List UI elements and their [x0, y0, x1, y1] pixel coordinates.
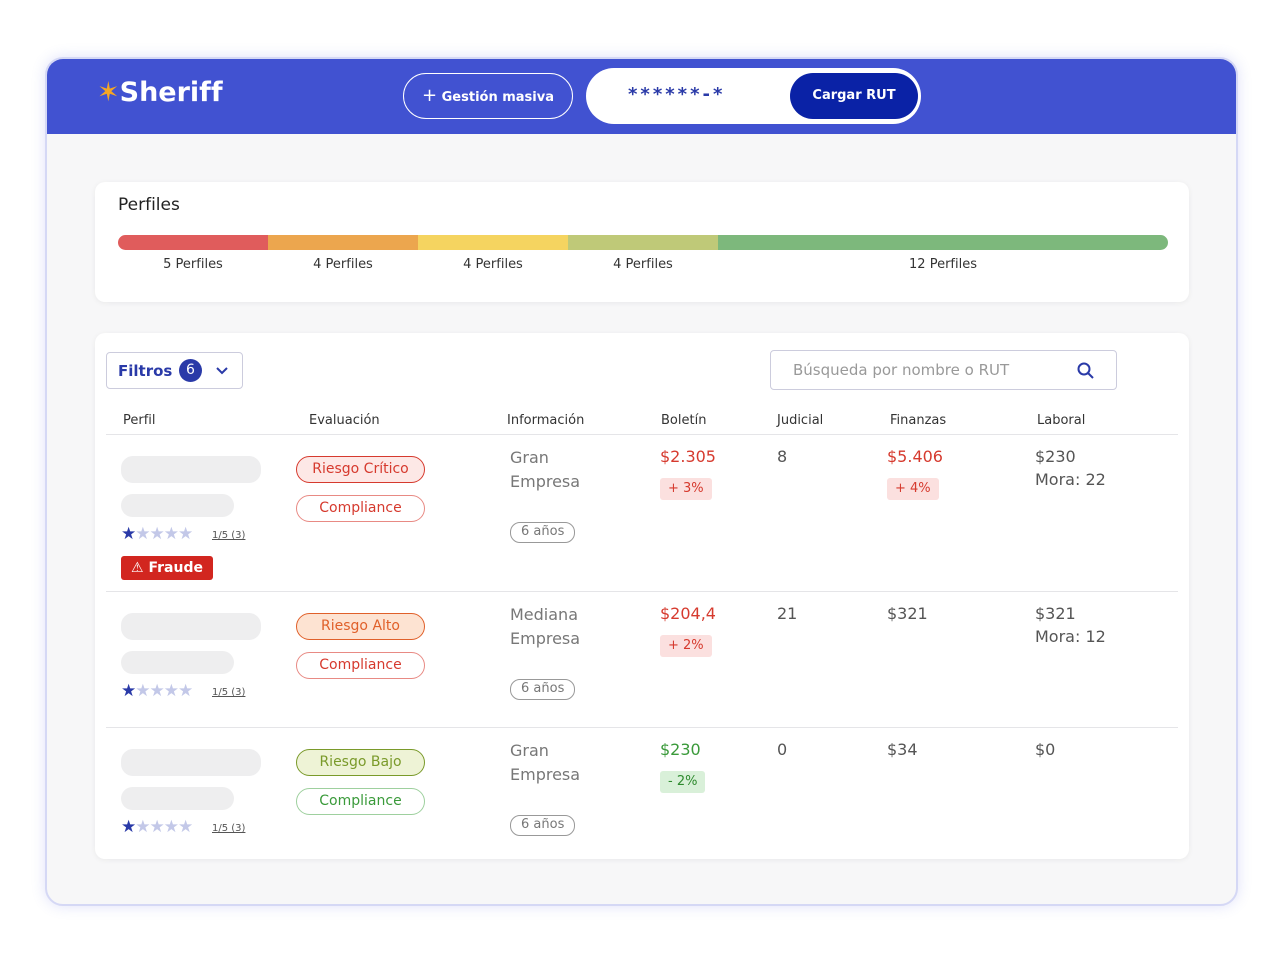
bulk-button-label: Gestión masiva [441, 90, 554, 105]
row-divider [106, 591, 1178, 592]
app-window: ✶Sheriff + Gestión masiva ******-* Carga… [45, 57, 1238, 906]
age-badge: 6 años [510, 815, 576, 836]
filters-count: 6 [179, 359, 202, 382]
boletin-value: $230 [660, 740, 701, 759]
profiles-title: Perfiles [118, 195, 180, 215]
profiles-labels: 5 Perfiles 4 Perfiles 4 Perfiles 4 Perfiles… [118, 257, 1168, 277]
bar-label: 5 Perfiles [163, 257, 223, 272]
compliance-badge: Compliance [296, 652, 425, 679]
chevron [216, 367, 228, 375]
fraud-label: Fraude [148, 560, 203, 576]
table-card: Filtros 6 Búsqueda por nombre o RUT Perf… [95, 333, 1189, 859]
boletin-change: - 2% [660, 771, 706, 793]
row-divider [106, 727, 1178, 728]
bar-label: 4 Perfiles [313, 257, 373, 272]
compliance-badge: Compliance [296, 788, 425, 815]
company-size: Gran Empresa [510, 741, 581, 784]
judicial-value: 21 [777, 604, 798, 623]
boletin-value: $2.305 [660, 447, 716, 466]
load-button[interactable]: Cargar RUT [790, 73, 918, 119]
rating-label: 1/5 (3) [212, 823, 246, 834]
rating-label: 1/5 (3) [212, 687, 246, 698]
fraud-badge: ⚠ Fraude [121, 556, 213, 580]
column-header: Perfil [123, 413, 156, 428]
company-size: Gran Empresa [510, 448, 581, 491]
rating-stars: ★★★★★ [121, 524, 193, 544]
laboral-value: $321 [1035, 604, 1076, 623]
age-badge: 6 años [510, 679, 576, 700]
column-header: Boletín [661, 413, 707, 428]
bar-segment [268, 235, 418, 250]
column-header: Finanzas [890, 413, 947, 428]
filters-button[interactable]: Filtros 6 [106, 352, 243, 389]
bulk-button[interactable]: + Gestión masiva [403, 73, 573, 119]
brand-star: ✶ [97, 77, 120, 108]
table: Perfil Evaluación Información Boletín Judici… [95, 333, 1189, 859]
bar-segment [418, 235, 568, 250]
finanzas-value: $5.406 [887, 447, 943, 466]
rating-label: 1/5 (3) [212, 530, 246, 541]
name-placeholder [121, 456, 261, 483]
boletin-change: + 2% [660, 635, 712, 657]
finanzas-value: $34 [887, 740, 918, 759]
column-header: Evaluación [309, 413, 380, 428]
id-placeholder [121, 651, 234, 674]
id-placeholder [121, 787, 234, 810]
top-bar: ✶Sheriff + Gestión masiva ******-* Carga… [47, 59, 1236, 134]
finanzas-change: + 4% [887, 478, 939, 500]
filters-label: Filtros [118, 362, 173, 380]
laboral-value: $230 [1035, 447, 1076, 466]
name-placeholder [121, 613, 261, 640]
mora-value: Mora: 12 [1035, 627, 1106, 646]
column-header: Laboral [1037, 413, 1086, 428]
bar-label: 4 Perfiles [613, 257, 673, 272]
profiles-bar [118, 235, 1168, 250]
rut-input[interactable]: ******-* Cargar RUT [586, 68, 921, 124]
column-header: Información [507, 413, 585, 428]
brand: ✶Sheriff [97, 77, 223, 108]
risk-badge: Riesgo Crítico [296, 456, 425, 483]
name-placeholder [121, 749, 261, 776]
id-placeholder [121, 494, 234, 517]
column-header: Judicial [777, 413, 824, 428]
age-badge: 6 años [510, 522, 576, 543]
profiles-card: Perfiles 5 Perfiles 4 Perfiles 4 Perfiles 4… [95, 182, 1189, 302]
search-box[interactable]: Búsqueda por nombre o RUT [770, 350, 1117, 390]
judicial-value: 0 [777, 740, 788, 759]
risk-badge: Riesgo Bajo [296, 749, 425, 776]
risk-badge: Riesgo Alto [296, 613, 425, 640]
rut-placeholder: ******-* [628, 84, 726, 105]
boletin-value: $204,4 [660, 604, 716, 623]
bar-segment [118, 235, 268, 250]
search-placeholder: Búsqueda por nombre o RUT [793, 361, 1010, 379]
mora-value: Mora: 22 [1035, 470, 1106, 489]
finanzas-value: $321 [887, 604, 928, 623]
laboral-value: $0 [1035, 740, 1056, 759]
bar-segment [568, 235, 718, 250]
compliance-badge: Compliance [296, 495, 425, 522]
company-size: Mediana Empresa [510, 605, 581, 648]
rating-stars: ★★★★★ [121, 681, 193, 701]
bar-segment [718, 235, 1168, 250]
search-icon [1077, 362, 1094, 379]
judicial-value: 8 [777, 447, 788, 466]
bar-label: 12 Perfiles [909, 257, 977, 272]
header-divider [106, 434, 1178, 435]
bar-label: 4 Perfiles [463, 257, 523, 272]
rating-stars: ★★★★★ [121, 817, 193, 837]
boletin-change: + 3% [660, 478, 712, 500]
brand-name: Sheriff [119, 77, 223, 108]
